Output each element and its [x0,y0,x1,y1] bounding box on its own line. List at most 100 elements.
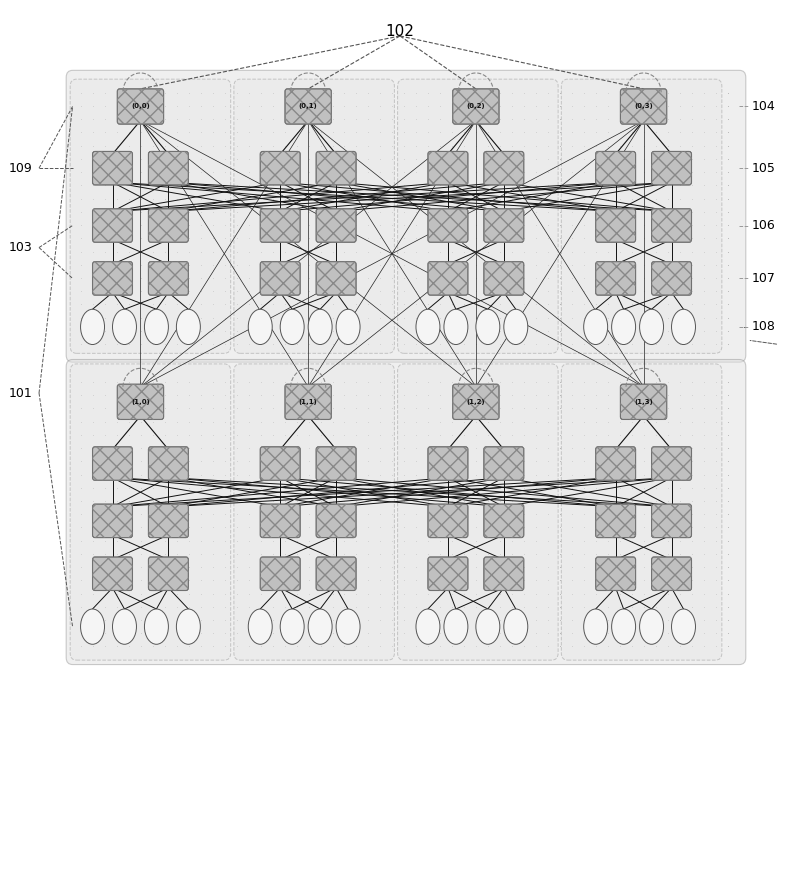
Ellipse shape [248,609,272,645]
Ellipse shape [145,309,169,344]
Text: (0,2): (0,2) [466,103,485,109]
FancyBboxPatch shape [316,208,356,242]
FancyBboxPatch shape [428,261,468,295]
Text: (0,1): (0,1) [298,103,318,109]
Ellipse shape [280,609,304,645]
FancyBboxPatch shape [93,152,133,185]
Text: (1,0): (1,0) [131,399,150,404]
Text: 107: 107 [751,272,775,285]
Text: (0,3): (0,3) [634,103,653,109]
Ellipse shape [308,609,332,645]
FancyBboxPatch shape [428,208,468,242]
FancyBboxPatch shape [484,152,524,185]
Text: 109: 109 [9,162,33,175]
Ellipse shape [336,309,360,344]
FancyBboxPatch shape [398,79,558,353]
Ellipse shape [113,609,137,645]
FancyBboxPatch shape [562,79,722,353]
FancyBboxPatch shape [260,447,300,480]
Ellipse shape [336,609,360,645]
FancyBboxPatch shape [484,447,524,480]
Text: (0,0): (0,0) [131,103,150,109]
FancyBboxPatch shape [149,261,188,295]
FancyBboxPatch shape [562,364,722,660]
Ellipse shape [280,309,304,344]
Ellipse shape [639,309,663,344]
FancyBboxPatch shape [285,89,331,125]
FancyBboxPatch shape [66,359,746,665]
Ellipse shape [584,309,608,344]
Ellipse shape [145,609,169,645]
FancyBboxPatch shape [453,89,499,125]
FancyBboxPatch shape [149,152,188,185]
FancyBboxPatch shape [70,79,230,353]
FancyBboxPatch shape [285,384,331,419]
Ellipse shape [248,309,272,344]
Ellipse shape [504,309,528,344]
FancyBboxPatch shape [453,384,499,419]
FancyBboxPatch shape [118,384,164,419]
FancyBboxPatch shape [398,364,558,660]
FancyBboxPatch shape [316,557,356,591]
FancyBboxPatch shape [596,152,635,185]
FancyBboxPatch shape [651,152,691,185]
FancyBboxPatch shape [316,447,356,480]
FancyBboxPatch shape [621,384,666,419]
Text: (1,3): (1,3) [634,399,653,404]
FancyBboxPatch shape [484,208,524,242]
Text: 105: 105 [751,162,775,175]
Ellipse shape [504,609,528,645]
Text: 104: 104 [751,100,775,113]
Text: 103: 103 [9,241,33,254]
Ellipse shape [639,609,663,645]
FancyBboxPatch shape [316,261,356,295]
FancyBboxPatch shape [149,447,188,480]
Text: (1,2): (1,2) [466,399,485,404]
Ellipse shape [416,309,440,344]
Text: 102: 102 [386,24,414,39]
FancyBboxPatch shape [234,364,394,660]
FancyBboxPatch shape [66,71,746,362]
FancyBboxPatch shape [484,504,524,538]
Ellipse shape [308,309,332,344]
FancyBboxPatch shape [260,557,300,591]
FancyBboxPatch shape [484,557,524,591]
Ellipse shape [612,609,635,645]
FancyBboxPatch shape [93,261,133,295]
Text: 106: 106 [751,219,775,232]
FancyBboxPatch shape [428,557,468,591]
Ellipse shape [81,309,105,344]
FancyBboxPatch shape [651,261,691,295]
FancyBboxPatch shape [596,261,635,295]
FancyBboxPatch shape [316,152,356,185]
Ellipse shape [81,609,105,645]
Ellipse shape [444,309,468,344]
FancyBboxPatch shape [149,504,188,538]
FancyBboxPatch shape [260,504,300,538]
FancyBboxPatch shape [428,152,468,185]
FancyBboxPatch shape [651,447,691,480]
FancyBboxPatch shape [484,261,524,295]
Ellipse shape [671,609,695,645]
Ellipse shape [584,609,608,645]
Ellipse shape [416,609,440,645]
FancyBboxPatch shape [234,79,394,353]
FancyBboxPatch shape [596,447,635,480]
Text: 101: 101 [9,387,33,399]
FancyBboxPatch shape [596,557,635,591]
FancyBboxPatch shape [118,89,164,125]
FancyBboxPatch shape [149,208,188,242]
Ellipse shape [671,309,695,344]
Ellipse shape [176,309,200,344]
FancyBboxPatch shape [260,152,300,185]
FancyBboxPatch shape [93,557,133,591]
Ellipse shape [113,309,137,344]
FancyBboxPatch shape [70,364,230,660]
FancyBboxPatch shape [260,261,300,295]
FancyBboxPatch shape [596,504,635,538]
FancyBboxPatch shape [93,504,133,538]
FancyBboxPatch shape [316,504,356,538]
FancyBboxPatch shape [596,208,635,242]
Text: (1,1): (1,1) [298,399,318,404]
Ellipse shape [444,609,468,645]
